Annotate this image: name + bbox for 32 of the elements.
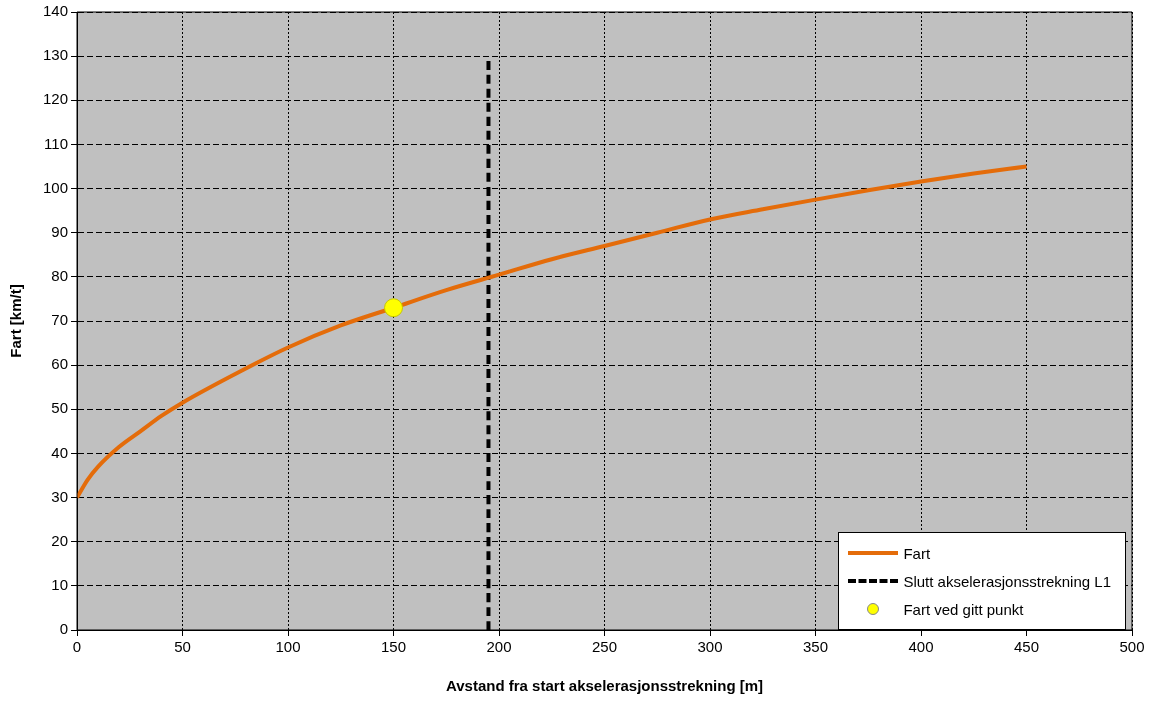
y-tick-label: 100: [43, 178, 69, 196]
y-tick-label: 90: [51, 222, 69, 240]
y-tick-label: 0: [59, 620, 69, 638]
y-tick-label: 70: [51, 311, 69, 329]
legend-label: Slutt akselerasjonsstrekning L1: [903, 572, 1111, 590]
y-tick-label: 10: [51, 576, 69, 593]
x-tick-label: 450: [1013, 638, 1040, 656]
y-tick-label: 60: [51, 355, 69, 373]
y-tick-label: 20: [51, 531, 69, 549]
y-tick-label: 130: [43, 46, 69, 64]
y-tick-label: 80: [51, 267, 69, 284]
x-tick-label: 500: [1119, 638, 1145, 656]
y-tick-label: 30: [51, 487, 69, 505]
y-tick-label: 120: [43, 90, 69, 108]
line-series: [77, 164, 1029, 500]
x-tick-label: 300: [697, 638, 723, 656]
x-tick-label: 350: [802, 638, 829, 656]
x-tick-label: 50: [174, 638, 191, 656]
y-tick-label: 140: [43, 2, 69, 20]
x-tick-label: 250: [592, 638, 618, 656]
y-tick-label: 110: [44, 134, 69, 152]
legend-label: Fart ved gitt punkt: [903, 600, 1024, 618]
x-tick-label: 100: [275, 638, 301, 656]
x-tick-label: 400: [908, 638, 934, 656]
x-axis-title: Avstand fra start akselerasjonsstrekning [m]: [445, 677, 764, 695]
x-tick-label: 150: [381, 638, 407, 656]
y-tick-label: 40: [51, 443, 69, 461]
x-tick-label: 0: [72, 638, 82, 656]
y-tick-label: 50: [51, 399, 69, 417]
y-axis-title: Fart [km/t]: [7, 284, 25, 358]
legend-label: Fart: [903, 544, 931, 562]
x-tick-label: 200: [486, 638, 512, 656]
